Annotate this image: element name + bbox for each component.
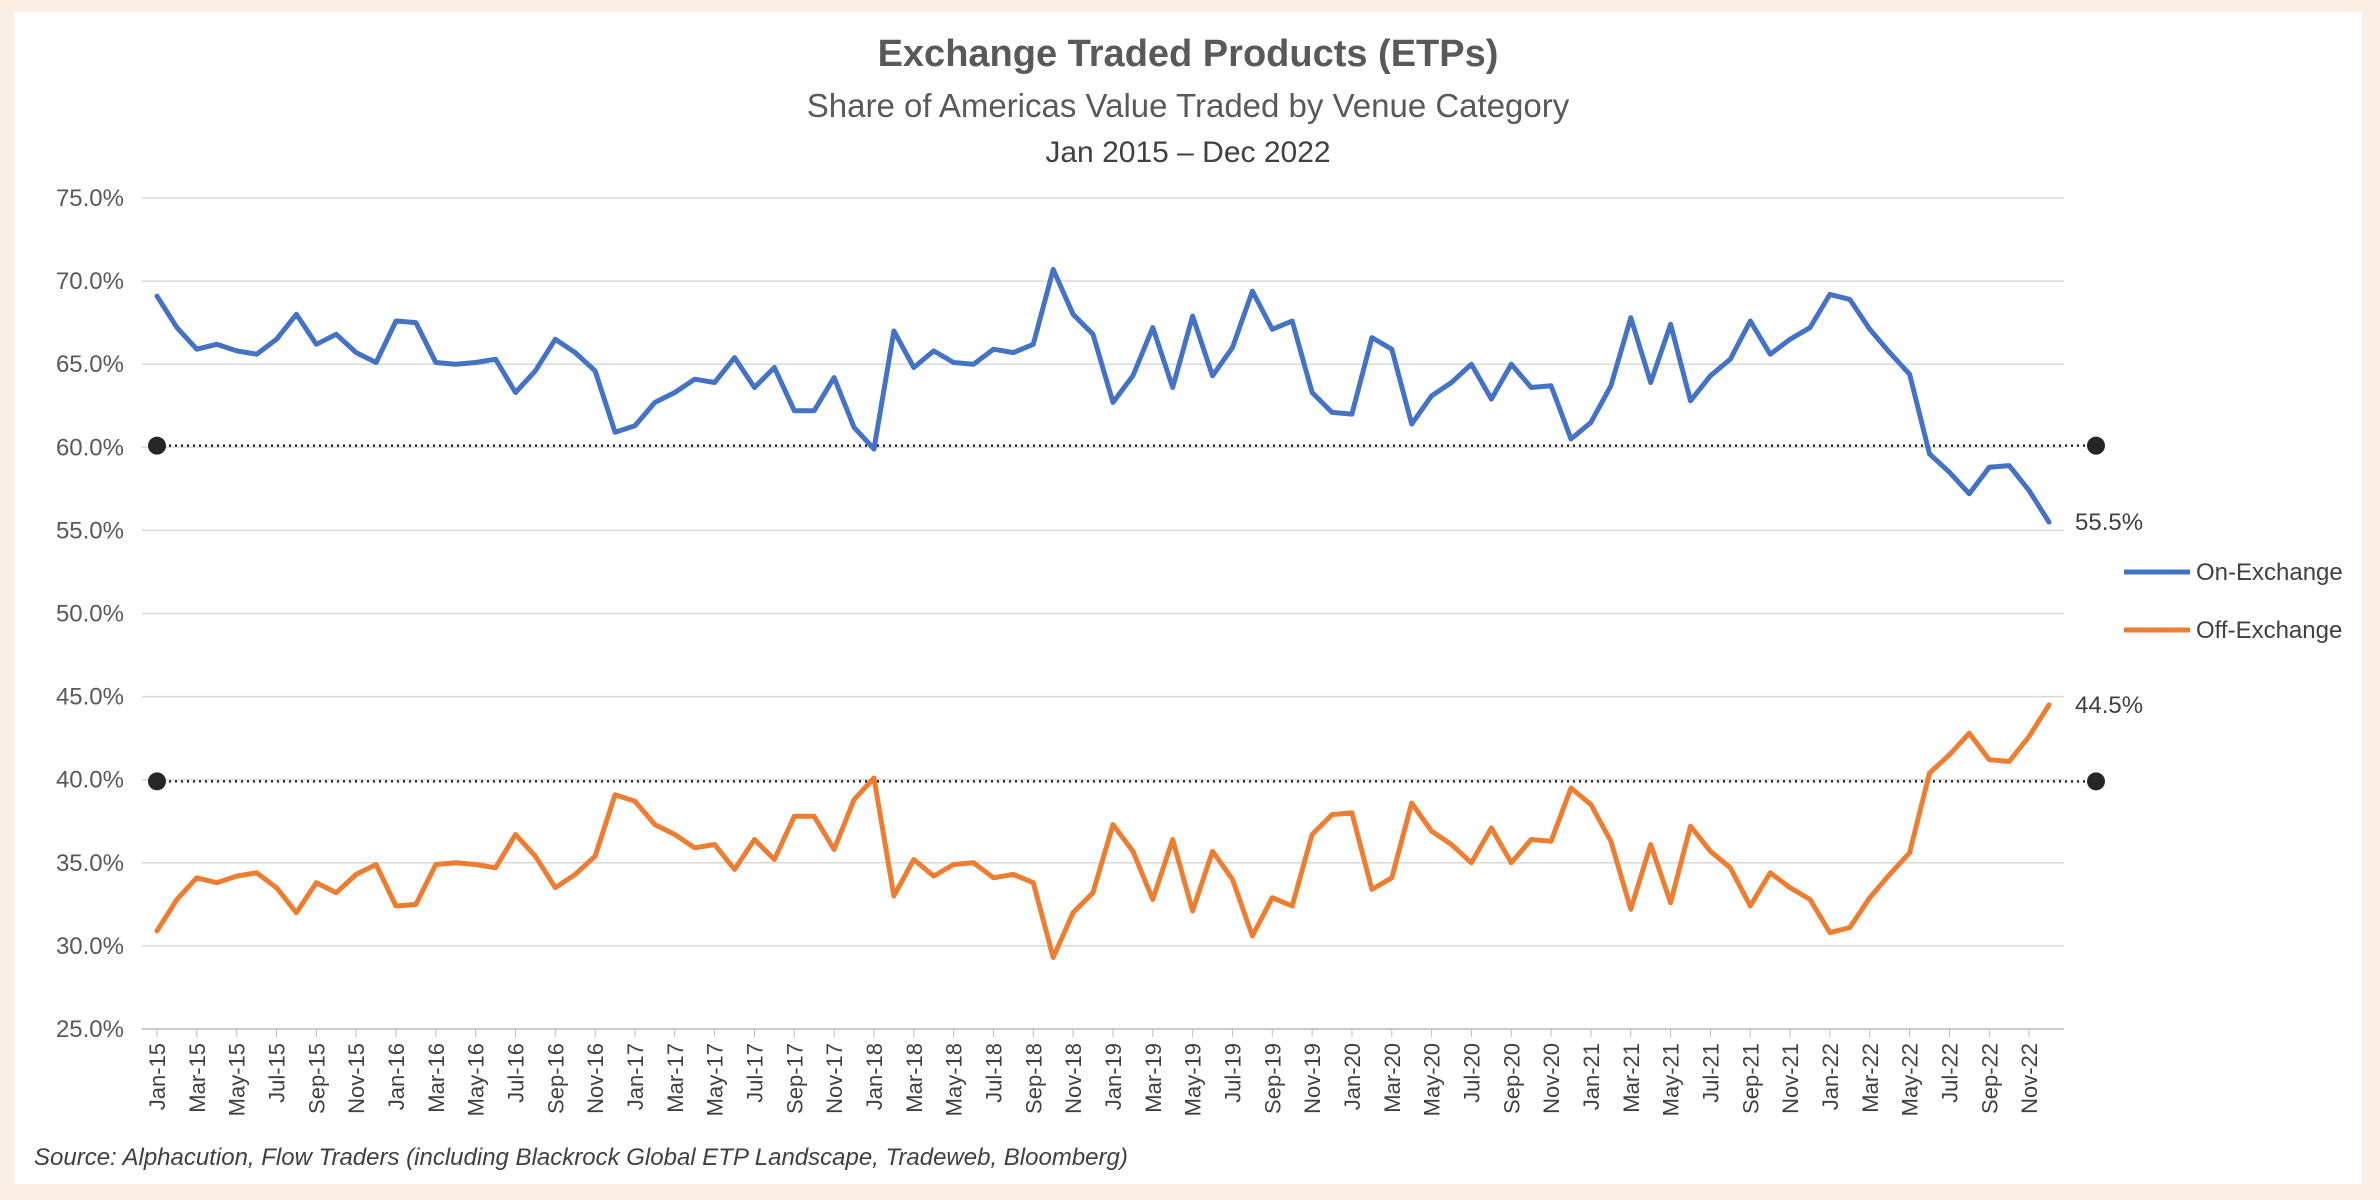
x-tick-label: Sep-17 <box>782 1043 807 1114</box>
legend: On-Exchange Off-Exchange <box>2124 559 2343 644</box>
chart-subtitle: Share of Americas Value Traded by Venue … <box>807 87 1570 124</box>
x-tick-label: Sep-19 <box>1260 1043 1285 1114</box>
x-tick-label: Jul-15 <box>264 1043 289 1103</box>
x-tick-label: Mar-20 <box>1380 1043 1405 1113</box>
x-tick-label: Nov-20 <box>1539 1043 1564 1114</box>
legend-label: On-Exchange <box>2196 559 2343 586</box>
x-tick-label: Jul-16 <box>503 1043 528 1103</box>
x-tick-label: May-16 <box>464 1043 489 1116</box>
reference-dot-right <box>2087 436 2105 455</box>
x-tick-label: May-17 <box>703 1043 728 1116</box>
x-tick-label: Mar-17 <box>663 1043 688 1113</box>
x-tick-label: Nov-15 <box>344 1043 369 1114</box>
x-tick-label: Jan-20 <box>1340 1043 1365 1110</box>
x-tick-label: May-18 <box>942 1043 967 1116</box>
legend-label: Off-Exchange <box>2196 617 2342 644</box>
x-tick-label: Mar-16 <box>424 1043 449 1113</box>
x-tick-label: Jan-17 <box>623 1043 648 1110</box>
y-axis: 25.0% 30.0% 35.0% 40.0% 45.0% 50.0% 55.0% 60.0%… <box>56 185 2064 1043</box>
y-tick-label: 55.0% <box>56 517 124 544</box>
y-tick-label: 45.0% <box>56 684 124 711</box>
x-tick-label: Sep-15 <box>304 1043 329 1114</box>
gridlines <box>142 197 2064 1030</box>
x-tick-label: Jan-22 <box>1818 1043 1843 1110</box>
x-tick-label: Mar-18 <box>902 1043 927 1113</box>
y-tick-label: 40.0% <box>56 767 124 794</box>
x-tick-label: Jan-19 <box>1101 1043 1126 1110</box>
x-axis: Jan-15 Mar-15 May-15 Jul-15 Sep-15 Nov-15 Jan-… <box>145 1029 2042 1116</box>
x-tick-label: Jul-21 <box>1698 1043 1723 1103</box>
x-tick-label: Sep-22 <box>1977 1043 2002 1114</box>
reference-lines <box>148 436 2105 791</box>
chart-panel: Exchange Traded Products (ETPs) Share of… <box>14 12 2362 1184</box>
source-note: Source: Alphacution, Flow Traders (inclu… <box>34 1144 1128 1171</box>
x-tick-label: Nov-17 <box>822 1043 847 1114</box>
x-tick-label: May-20 <box>1420 1043 1445 1116</box>
y-tick-label: 60.0% <box>56 434 124 461</box>
x-tick-label: Jan-15 <box>145 1043 170 1110</box>
end-value-label: 44.5% <box>2075 692 2143 719</box>
y-tick-label: 35.0% <box>56 850 124 877</box>
x-tick-label: Mar-22 <box>1858 1043 1883 1113</box>
x-tick-label: Jul-19 <box>1220 1043 1245 1103</box>
y-tick-label: 50.0% <box>56 601 124 628</box>
x-tick-label: Nov-21 <box>1778 1043 1803 1114</box>
y-tick-label: 75.0% <box>56 185 124 212</box>
x-tick-label: May-21 <box>1659 1043 1684 1116</box>
y-tick-label: 25.0% <box>56 1016 124 1043</box>
x-tick-label: Sep-16 <box>543 1043 568 1114</box>
y-tick-label: 70.0% <box>56 268 124 295</box>
x-tick-label: May-22 <box>1898 1043 1923 1116</box>
reference-dot-right <box>2087 772 2105 791</box>
x-tick-label: Nov-16 <box>583 1043 608 1114</box>
x-tick-label: Jul-17 <box>742 1043 767 1103</box>
x-tick-label: Sep-21 <box>1738 1043 1763 1114</box>
x-tick-label: Jan-16 <box>384 1043 409 1110</box>
x-tick-label: Nov-18 <box>1061 1043 1086 1114</box>
x-tick-label: May-19 <box>1181 1043 1206 1116</box>
x-tick-label: May-15 <box>225 1043 250 1116</box>
x-tick-label: Mar-19 <box>1141 1043 1166 1113</box>
series-line-on-exchange <box>154 267 2052 525</box>
y-tick-label: 65.0% <box>56 351 124 378</box>
y-tick-label: 30.0% <box>56 933 124 960</box>
chart-title: Exchange Traded Products (ETPs) <box>878 33 1499 75</box>
x-tick-label: Sep-20 <box>1499 1043 1524 1114</box>
end-value-label: 55.5% <box>2075 509 2143 536</box>
series-lines: 55.5% 44.5% <box>154 267 2143 960</box>
chart-date-range: Jan 2015 – Dec 2022 <box>1045 136 1330 169</box>
x-tick-label: Jul-22 <box>1937 1043 1962 1103</box>
x-tick-label: Mar-21 <box>1619 1043 1644 1113</box>
x-tick-label: Jul-18 <box>981 1043 1006 1103</box>
x-tick-label: Jul-20 <box>1459 1043 1484 1103</box>
reference-dot-left <box>148 772 166 791</box>
x-tick-label: Jan-21 <box>1579 1043 1604 1110</box>
x-tick-label: Sep-18 <box>1021 1043 1046 1114</box>
x-tick-label: Jan-18 <box>862 1043 887 1110</box>
x-tick-label: Nov-22 <box>2017 1043 2042 1114</box>
series-line-off-exchange <box>154 702 2052 960</box>
reference-dot-left <box>148 436 166 455</box>
line-chart: Exchange Traded Products (ETPs) Share of… <box>56 33 2343 1116</box>
x-tick-label: Nov-19 <box>1300 1043 1325 1114</box>
x-tick-label: Mar-15 <box>185 1043 210 1113</box>
